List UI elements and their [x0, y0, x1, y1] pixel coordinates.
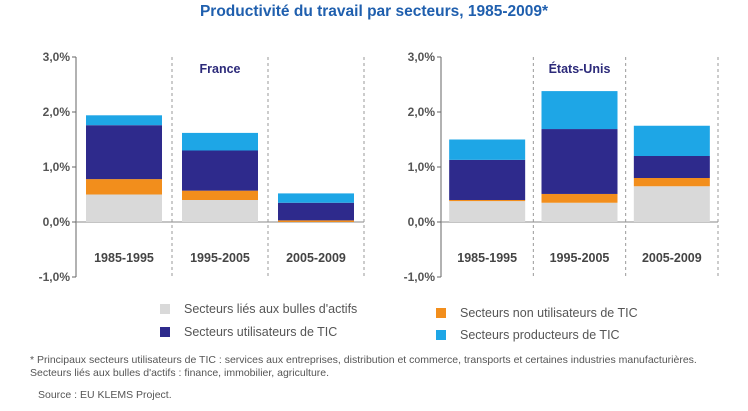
bar-segment-producteurs — [86, 115, 162, 126]
y-tick-label-etats-unis: -1,0% — [404, 270, 436, 284]
chart-title: Productivité du travail par secteurs, 19… — [199, 3, 549, 20]
bar-segment-producteurs — [541, 91, 618, 130]
legend-label-bulles: Secteurs liés aux bulles d'actifs — [184, 302, 358, 316]
bar-segment-non_utilisateurs — [278, 220, 354, 222]
bar-segment-bulles — [541, 202, 618, 222]
legend-item-utilisateurs: Secteurs utilisateurs de TIC — [160, 325, 337, 339]
legend-label-producteurs: Secteurs producteurs de TIC — [460, 328, 620, 342]
legend-label-non-utilisateurs: Secteurs non utilisateurs de TIC — [460, 306, 638, 320]
y-tick-label-etats-unis: 2,0% — [408, 105, 436, 119]
legend-swatch-utilisateurs — [160, 327, 170, 337]
y-tick-label-france: 2,0% — [43, 105, 71, 119]
period-label-etats-unis: 1985-1995 — [457, 251, 517, 265]
bar-segment-producteurs — [278, 193, 354, 203]
bar-segment-producteurs — [633, 125, 710, 156]
legend-swatch-producteurs — [436, 330, 446, 340]
bar-segment-non_utilisateurs — [182, 190, 258, 200]
bar-segment-non_utilisateurs — [633, 178, 710, 187]
source-note: Source : EU KLEMS Project. — [38, 389, 172, 401]
bar-segment-producteurs — [182, 132, 258, 151]
legend-item-non-utilisateurs: Secteurs non utilisateurs de TIC — [436, 306, 638, 320]
bar-segment-non_utilisateurs — [449, 200, 526, 202]
y-tick-label-etats-unis: 0,0% — [408, 215, 436, 229]
bar-segment-producteurs — [449, 139, 526, 160]
country-label-etats-unis: États-Unis — [549, 61, 611, 76]
footnote: * Principaux secteurs utilisateurs de TI… — [30, 354, 697, 379]
bar-segment-non_utilisateurs — [541, 193, 618, 203]
legend-swatch-non-utilisateurs — [436, 308, 446, 318]
period-label-france: 1995-2005 — [190, 251, 250, 265]
y-tick-label-france: 0,0% — [43, 215, 71, 229]
bar-segment-utilisateurs — [541, 129, 618, 194]
y-tick-label-france: 3,0% — [43, 50, 71, 64]
legend-label-utilisateurs: Secteurs utilisateurs de TIC — [184, 325, 338, 339]
country-label-france: France — [200, 62, 241, 76]
period-label-etats-unis: 1995-2005 — [550, 251, 610, 265]
y-tick-label-etats-unis: 3,0% — [408, 50, 436, 64]
bar-segment-utilisateurs — [449, 159, 526, 200]
bar-segment-utilisateurs — [278, 202, 354, 221]
legend-item-bulles: Secteurs liés aux bulles d'actifs — [160, 302, 357, 316]
legend-item-producteurs: Secteurs producteurs de TIC — [436, 328, 620, 342]
bar-segment-bulles — [182, 200, 258, 222]
period-label-etats-unis: 2005-2009 — [642, 251, 702, 265]
bar-segment-non_utilisateurs — [86, 179, 162, 195]
period-label-france: 2005-2009 — [286, 251, 346, 265]
y-tick-label-france: -1,0% — [39, 270, 71, 284]
chart-canvas: 3,0% 2,0% 1,0% 0,0% -1,0% France 1985-1995 1995… — [39, 50, 719, 284]
period-label-france: 1985-1995 — [94, 251, 154, 265]
legend-swatch-bulles — [160, 304, 170, 314]
bar-segment-bulles — [449, 201, 526, 222]
bar-segment-utilisateurs — [633, 156, 710, 178]
bar-segment-bulles — [633, 186, 710, 222]
bar-segment-utilisateurs — [86, 125, 162, 180]
y-tick-label-etats-unis: 1,0% — [408, 160, 436, 174]
bar-segment-bulles — [86, 194, 162, 222]
y-tick-label-france: 1,0% — [43, 160, 71, 174]
bar-segment-utilisateurs — [182, 150, 258, 191]
